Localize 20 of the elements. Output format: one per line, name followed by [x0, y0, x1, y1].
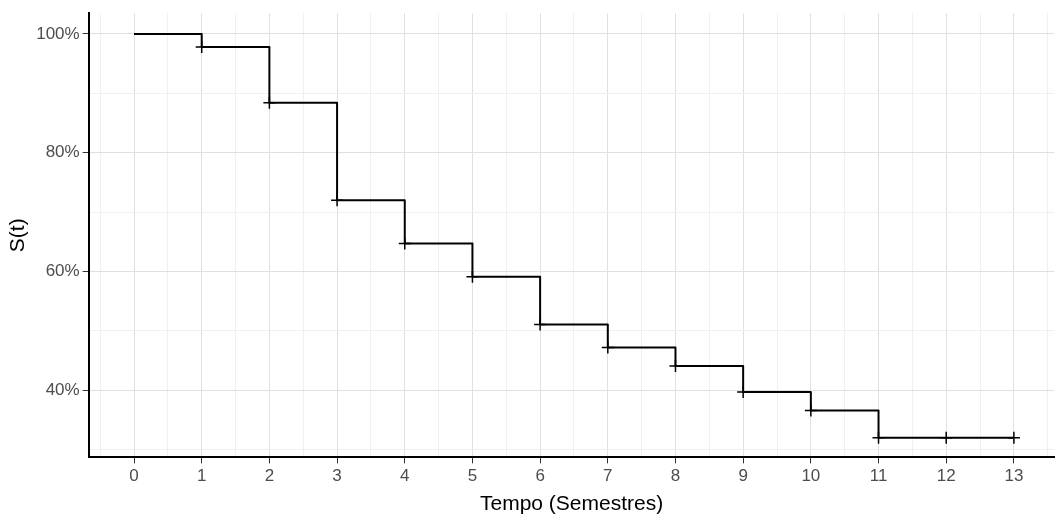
x-tick-label: 10 [801, 466, 821, 486]
x-tick-label: 12 [936, 466, 956, 486]
x-tick-label: 6 [535, 466, 545, 486]
y-axis-title: S(t) [5, 218, 29, 253]
x-tick-label: 0 [129, 466, 139, 486]
y-tick-label: 60% [45, 261, 80, 281]
x-tick-label: 1 [196, 466, 207, 486]
x-tick-label: 13 [1004, 466, 1024, 486]
x-tick-label: 2 [264, 466, 275, 486]
x-tick-label: 7 [603, 466, 613, 486]
x-tick-label: 9 [738, 466, 748, 486]
x-tick-label: 5 [467, 466, 478, 486]
y-tick-label: 100% [36, 23, 80, 43]
x-tick-label: 3 [332, 466, 342, 486]
y-tick-label: 40% [45, 379, 80, 399]
y-tick-label: 80% [45, 142, 80, 162]
x-tick-label: 4 [400, 466, 410, 486]
x-tick-label: 11 [869, 466, 888, 486]
x-tick-label: 8 [670, 466, 681, 486]
x-axis-title: Tempo (Semestres) [479, 491, 664, 515]
